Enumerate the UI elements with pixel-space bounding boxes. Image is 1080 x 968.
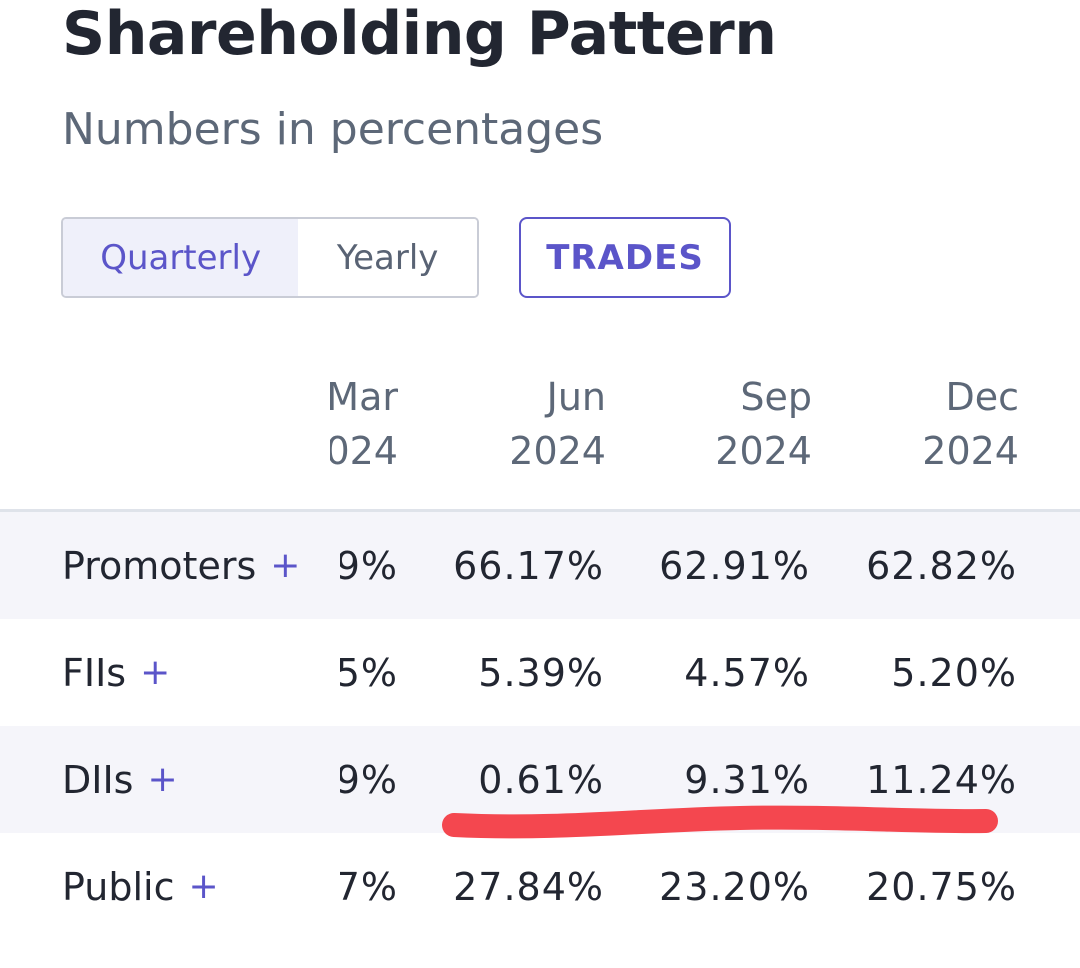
column-header-year: 2024: [715, 429, 812, 473]
page-subtitle: Numbers in percentages: [62, 104, 604, 155]
quarterly-tab[interactable]: Quarterly: [63, 219, 299, 296]
table-cell: 20.75%: [866, 864, 1017, 909]
table-row-fiis: FIIs + 5% 5.39% 4.57% 5.20%: [0, 619, 1080, 726]
table-row-promoters: Promoters + 9% 66.17% 62.91% 62.82%: [0, 512, 1080, 619]
column-header-month: Jun: [546, 375, 606, 419]
column-header-year: 2024: [509, 429, 606, 473]
table-cell: 27.84%: [453, 864, 604, 909]
table-cell: 7%: [340, 864, 398, 909]
period-toggle: Quarterly Yearly: [61, 217, 479, 298]
header-divider: [0, 509, 1080, 512]
table-cell: 66.17%: [453, 543, 604, 588]
row-label[interactable]: DIIs +: [62, 726, 178, 833]
row-label-text: Promoters: [62, 543, 257, 588]
row-label-text: FIIs: [62, 650, 127, 695]
expand-plus-icon[interactable]: +: [188, 866, 219, 907]
table-cell: 4.57%: [684, 650, 810, 695]
row-label[interactable]: FIIs +: [62, 619, 170, 726]
row-label-text: Public: [62, 864, 175, 909]
column-header-year: 2024: [922, 429, 1019, 473]
table-cell: 62.82%: [866, 543, 1017, 588]
table-cell-clipped: 9%: [340, 726, 400, 833]
table-cell-clipped: 9%: [340, 512, 400, 619]
column-header-jun: Jun 2024: [509, 370, 606, 478]
table-cell: 23.20%: [659, 864, 810, 909]
table-cell: 0.61%: [478, 757, 604, 802]
table-row-public: Public + 7% 27.84% 23.20% 20.75%: [0, 833, 1080, 940]
row-label-text: DIIs: [62, 757, 134, 802]
column-header-month: Sep: [740, 375, 812, 419]
table-cell: 62.91%: [659, 543, 810, 588]
expand-plus-icon[interactable]: +: [140, 652, 171, 693]
expand-plus-icon[interactable]: +: [147, 759, 178, 800]
table-cell: 9%: [340, 757, 398, 802]
column-header-month: Mar: [330, 375, 398, 419]
table-cell: 11.24%: [866, 757, 1017, 802]
row-label[interactable]: Public +: [62, 833, 219, 940]
page-title: Shareholding Pattern: [62, 0, 777, 69]
table-cell: 9%: [340, 543, 398, 588]
red-underline-annotation: [442, 805, 998, 839]
table-cell: 5%: [340, 650, 398, 695]
expand-plus-icon[interactable]: +: [270, 545, 301, 586]
column-header-sep: Sep 2024: [715, 370, 812, 478]
row-label[interactable]: Promoters +: [62, 512, 300, 619]
column-header-month: Dec: [945, 375, 1019, 419]
column-header-mar-clip: Mar 2024: [330, 370, 400, 490]
table-cell: 5.39%: [478, 650, 604, 695]
trades-button[interactable]: TRADES: [519, 217, 731, 298]
table-cell-clipped: 5%: [340, 619, 400, 726]
table-cell: 5.20%: [891, 650, 1017, 695]
table-cell-clipped: 7%: [340, 833, 400, 940]
column-header-year: 2024: [330, 429, 398, 473]
yearly-tab[interactable]: Yearly: [298, 219, 477, 296]
table-cell: 9.31%: [684, 757, 810, 802]
column-header-dec: Dec 2024: [922, 370, 1019, 478]
column-header-mar: Mar 2024: [330, 370, 398, 478]
underline-stroke: [442, 805, 998, 839]
